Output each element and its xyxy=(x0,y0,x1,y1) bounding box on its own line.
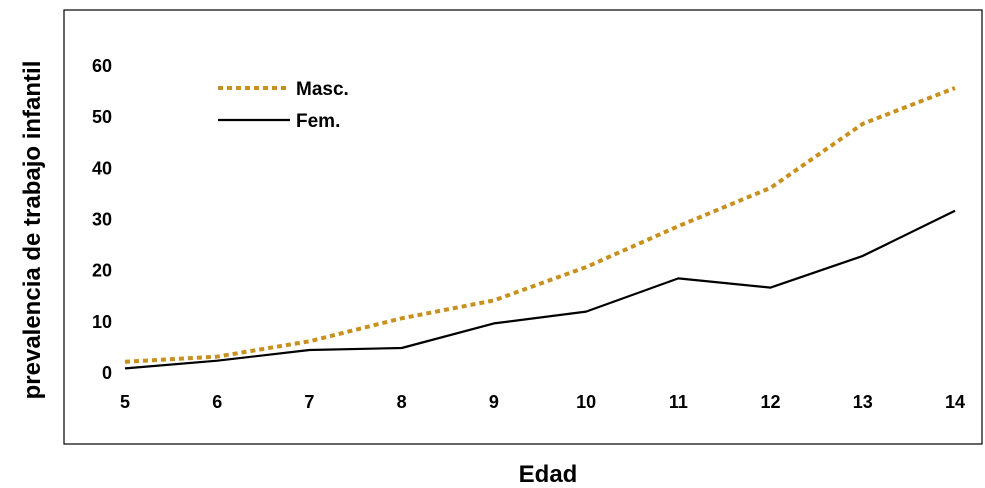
x-tick-label: 10 xyxy=(576,392,596,412)
y-axis-title: prevalencia de trabajo infantil xyxy=(19,61,46,400)
y-tick-label: 40 xyxy=(92,158,112,178)
legend-label: Masc. xyxy=(296,79,349,100)
series-line-fem xyxy=(124,209,956,370)
x-axis-ticks: 5 6 7 8 9 10 11 12 13 14 xyxy=(120,392,965,412)
x-axis-title: Edad xyxy=(519,461,578,488)
x-tick-label: 13 xyxy=(853,392,873,412)
y-tick-label: 10 xyxy=(92,312,112,332)
y-tick-label: 20 xyxy=(92,261,112,281)
y-tick-label: 0 xyxy=(102,363,112,383)
series-layer xyxy=(124,86,956,370)
y-tick-label: 50 xyxy=(92,107,112,127)
x-tick-label: 11 xyxy=(669,392,688,412)
x-tick-label: 7 xyxy=(304,392,314,412)
y-axis-ticks: 0 10 20 30 40 50 60 xyxy=(92,56,112,383)
plot-frame xyxy=(63,9,983,445)
legend: Masc. Fem. xyxy=(218,79,349,132)
legend-label: Fem. xyxy=(296,111,340,132)
x-tick-label: 8 xyxy=(397,392,407,412)
x-tick-label: 14 xyxy=(945,392,965,412)
y-tick-label: 60 xyxy=(92,56,112,76)
x-tick-label: 5 xyxy=(120,392,130,412)
x-tick-label: 12 xyxy=(761,392,781,412)
x-tick-label: 6 xyxy=(212,392,222,412)
x-tick-label: 9 xyxy=(489,392,499,412)
y-tick-label: 30 xyxy=(92,210,112,230)
series-line-masc xyxy=(124,86,956,364)
